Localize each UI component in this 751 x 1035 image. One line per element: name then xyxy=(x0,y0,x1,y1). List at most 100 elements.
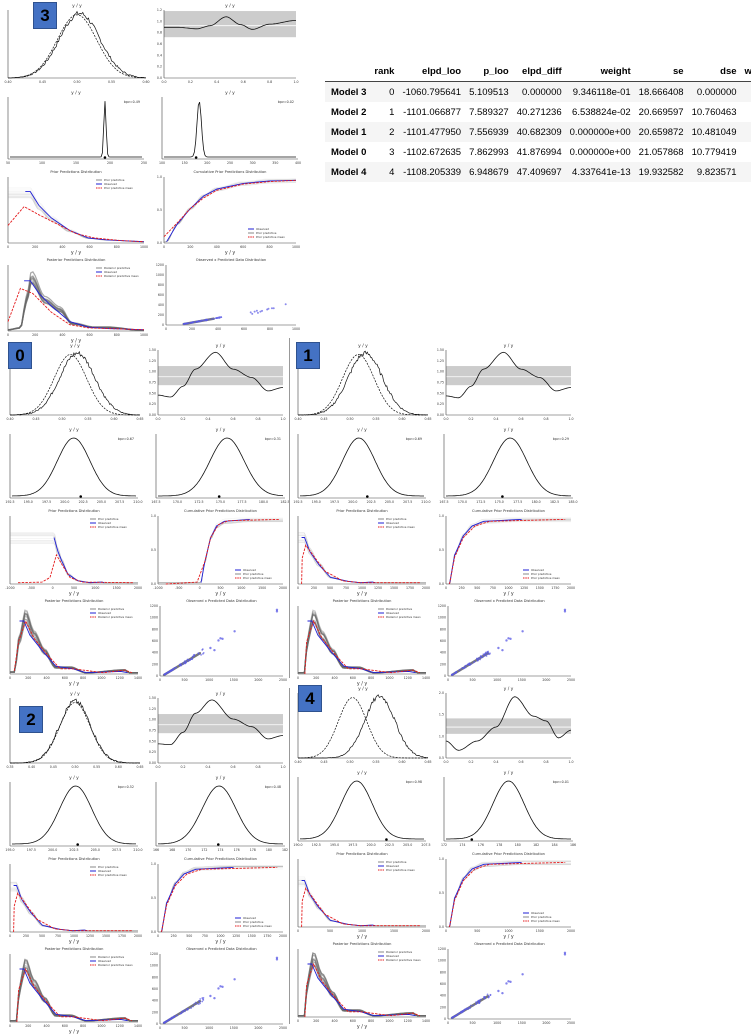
observed-value-marker xyxy=(501,495,504,498)
svg-text:400: 400 xyxy=(44,676,50,680)
svg-text:-500: -500 xyxy=(175,586,182,590)
loo-comparison-table: rank elpd_loo p_loo elpd_diff weight se … xyxy=(325,62,751,182)
svg-text:0.6: 0.6 xyxy=(157,42,162,46)
column-header-elpd-loo: elpd_loo xyxy=(398,62,466,82)
svg-text:170.0: 170.0 xyxy=(173,500,182,504)
svg-text:600: 600 xyxy=(158,293,164,297)
svg-text:Prior predictive mean: Prior predictive mean xyxy=(104,186,133,190)
svg-text:y / y: y / y xyxy=(216,691,226,697)
svg-text:Observed: Observed xyxy=(386,954,399,958)
svg-text:184: 184 xyxy=(552,843,558,847)
svg-text:0: 0 xyxy=(444,1017,446,1021)
svg-text:1000: 1000 xyxy=(493,1021,501,1025)
svg-text:2000: 2000 xyxy=(279,586,287,590)
column-header-p-loo: p_loo xyxy=(465,62,513,82)
svg-text:200: 200 xyxy=(152,662,158,666)
cell-p-loo: 7.862993 xyxy=(469,146,509,158)
svg-text:0.75: 0.75 xyxy=(149,381,156,385)
svg-text:182.5: 182.5 xyxy=(280,500,289,504)
svg-text:1.0: 1.0 xyxy=(157,19,162,23)
svg-text:y / y: y / y xyxy=(216,775,226,781)
cell-elpd-diff: 40.682309 xyxy=(512,122,566,142)
svg-text:0.6: 0.6 xyxy=(230,417,235,421)
svg-text:1200: 1200 xyxy=(156,263,164,267)
svg-text:1.0: 1.0 xyxy=(568,760,573,764)
svg-text:178: 178 xyxy=(250,848,256,852)
svg-text:Posterior predictive: Posterior predictive xyxy=(98,955,124,959)
svg-text:0.50: 0.50 xyxy=(71,765,78,769)
cell-rank: 0 xyxy=(370,81,399,102)
svg-text:1500: 1500 xyxy=(536,929,544,933)
table-header-row: rank elpd_loo p_loo elpd_diff weight se … xyxy=(325,62,751,82)
observed-value-marker xyxy=(470,838,474,841)
svg-text:0.5: 0.5 xyxy=(157,208,162,212)
svg-text:210.0: 210.0 xyxy=(421,500,430,504)
observed-value-marker xyxy=(79,495,83,498)
svg-text:1000: 1000 xyxy=(205,1026,213,1030)
svg-text:1000: 1000 xyxy=(150,964,158,968)
svg-text:0.2: 0.2 xyxy=(188,80,193,84)
svg-text:Prior Predictions Distribution: Prior Predictions Distribution xyxy=(336,852,387,856)
svg-text:1200: 1200 xyxy=(116,1024,124,1028)
svg-text:Observed: Observed xyxy=(98,611,111,615)
svg-text:200: 200 xyxy=(25,1024,31,1028)
svg-text:y / y: y / y xyxy=(357,681,368,687)
bpv-std-plot: y / y bpv=0.48 166 168 170 172 174 176 178 180 182 xyxy=(144,773,288,855)
column-header-weight: weight xyxy=(565,62,635,82)
svg-text:0.55: 0.55 xyxy=(93,765,100,769)
svg-text:Cumulative Prior Predictions D: Cumulative Prior Predictions Distributio… xyxy=(194,170,267,174)
svg-text:Posterior predictive: Posterior predictive xyxy=(386,950,412,954)
svg-text:207.5: 207.5 xyxy=(115,500,124,504)
svg-text:182: 182 xyxy=(533,843,539,847)
prior-predictive-plot: Prior Predictions Distribution 0 200 400 600… xyxy=(0,168,150,256)
svg-text:170.0: 170.0 xyxy=(458,500,467,504)
svg-text:1250: 1250 xyxy=(374,586,382,590)
svg-text:0: 0 xyxy=(157,934,159,938)
svg-text:0: 0 xyxy=(7,333,9,337)
svg-text:600: 600 xyxy=(440,982,446,986)
svg-text:y / y: y / y xyxy=(504,343,514,349)
svg-text:0.5: 0.5 xyxy=(151,896,156,900)
svg-text:Posterior Predictions Distribu: Posterior Predictions Distribution xyxy=(333,599,392,603)
svg-text:-500: -500 xyxy=(28,586,35,590)
svg-text:1.50: 1.50 xyxy=(437,348,444,352)
svg-text:0: 0 xyxy=(444,674,446,678)
svg-text:200.0: 200.0 xyxy=(367,843,376,847)
svg-text:800: 800 xyxy=(267,245,273,249)
cell-warning: False xyxy=(740,122,751,142)
svg-text:200: 200 xyxy=(158,313,164,317)
svg-text:1000: 1000 xyxy=(385,676,393,680)
svg-text:200: 200 xyxy=(187,245,193,249)
table-row: Model 4 4 -1108.205339 6.948679 47.40969… xyxy=(325,162,751,182)
svg-text:1000: 1000 xyxy=(438,959,446,963)
svg-text:0: 0 xyxy=(445,929,447,933)
svg-text:0: 0 xyxy=(447,678,449,682)
table-row: Model 1 2 -1101.477950 7.556939 40.68230… xyxy=(325,122,751,142)
svg-text:0.40: 0.40 xyxy=(6,417,13,421)
svg-text:167.5: 167.5 xyxy=(439,500,448,504)
svg-text:1000: 1000 xyxy=(358,929,366,933)
svg-text:2000: 2000 xyxy=(254,1026,262,1030)
svg-text:1.0: 1.0 xyxy=(293,80,298,84)
svg-text:Prior Predictions Distribution: Prior Predictions Distribution xyxy=(48,509,99,513)
cell-p-loo: 7.589327 xyxy=(469,106,509,118)
svg-text:1.0: 1.0 xyxy=(439,734,444,738)
svg-text:0.50: 0.50 xyxy=(73,80,80,84)
prior-predictive-plot: Prior Predictions Distribution -1000 -500 0… xyxy=(2,507,144,597)
svg-text:y / y: y / y xyxy=(358,686,368,692)
svg-text:0.8: 0.8 xyxy=(543,760,548,764)
loo-pit-plot: y / y 0.0 0.2 0.4 0.6 0.8 1.0 0.0 0.2 0.4 0.6 0.8 1.… xyxy=(150,0,300,88)
cell-warning: False xyxy=(741,102,751,122)
svg-text:1.0: 1.0 xyxy=(439,857,444,861)
svg-text:200: 200 xyxy=(32,333,38,337)
svg-text:0.50: 0.50 xyxy=(437,391,444,395)
svg-text:y / y: y / y xyxy=(503,934,514,940)
bpv-mean-plot: y / y bpv=0.49 50 100 150 200 250 xyxy=(0,88,150,168)
svg-text:0.0: 0.0 xyxy=(161,80,166,84)
svg-text:1400: 1400 xyxy=(422,1019,430,1023)
prior-predictive-plot: Prior Predictions Distribution 0 500 1000 15… xyxy=(290,850,432,940)
svg-text:y / y: y / y xyxy=(71,250,82,256)
bpv-std-plot: y / y bpv=0.29 167.5 170.0 172.5 175.0 177.5 18… xyxy=(432,425,577,507)
svg-text:y / y: y / y xyxy=(70,343,80,349)
svg-text:0: 0 xyxy=(297,1019,299,1023)
